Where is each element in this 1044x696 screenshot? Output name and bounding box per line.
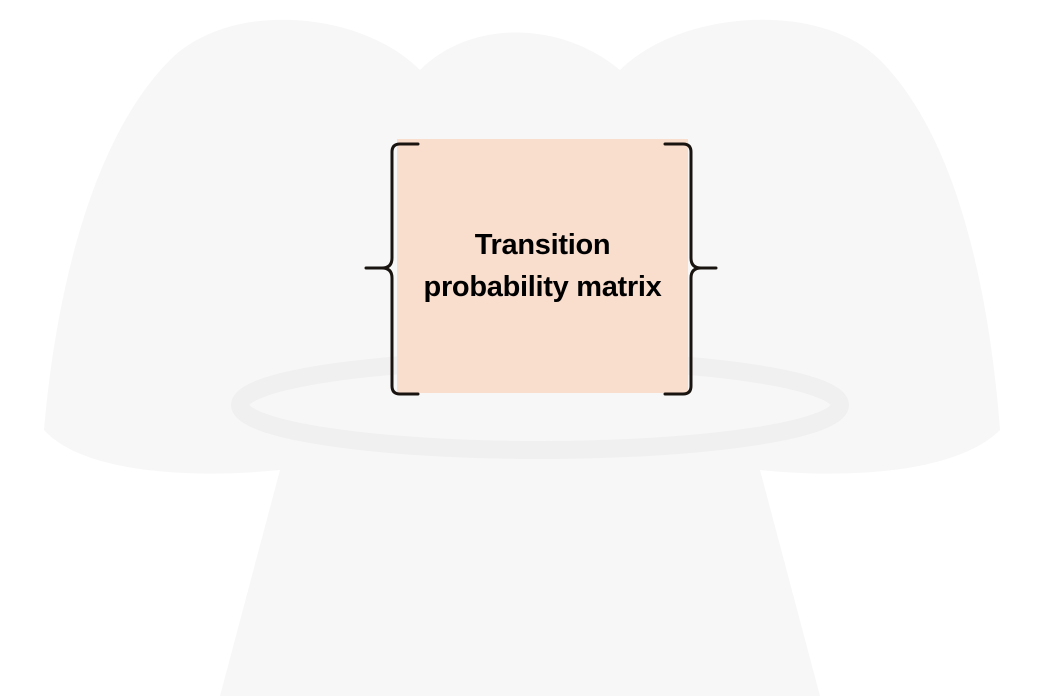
matrix-label-line-1: Transition (474, 229, 611, 261)
matrix-label: Transition probability matrix (397, 139, 688, 393)
matrix-label-line-2: probability matrix (423, 271, 662, 303)
matrix-box (397, 139, 688, 393)
